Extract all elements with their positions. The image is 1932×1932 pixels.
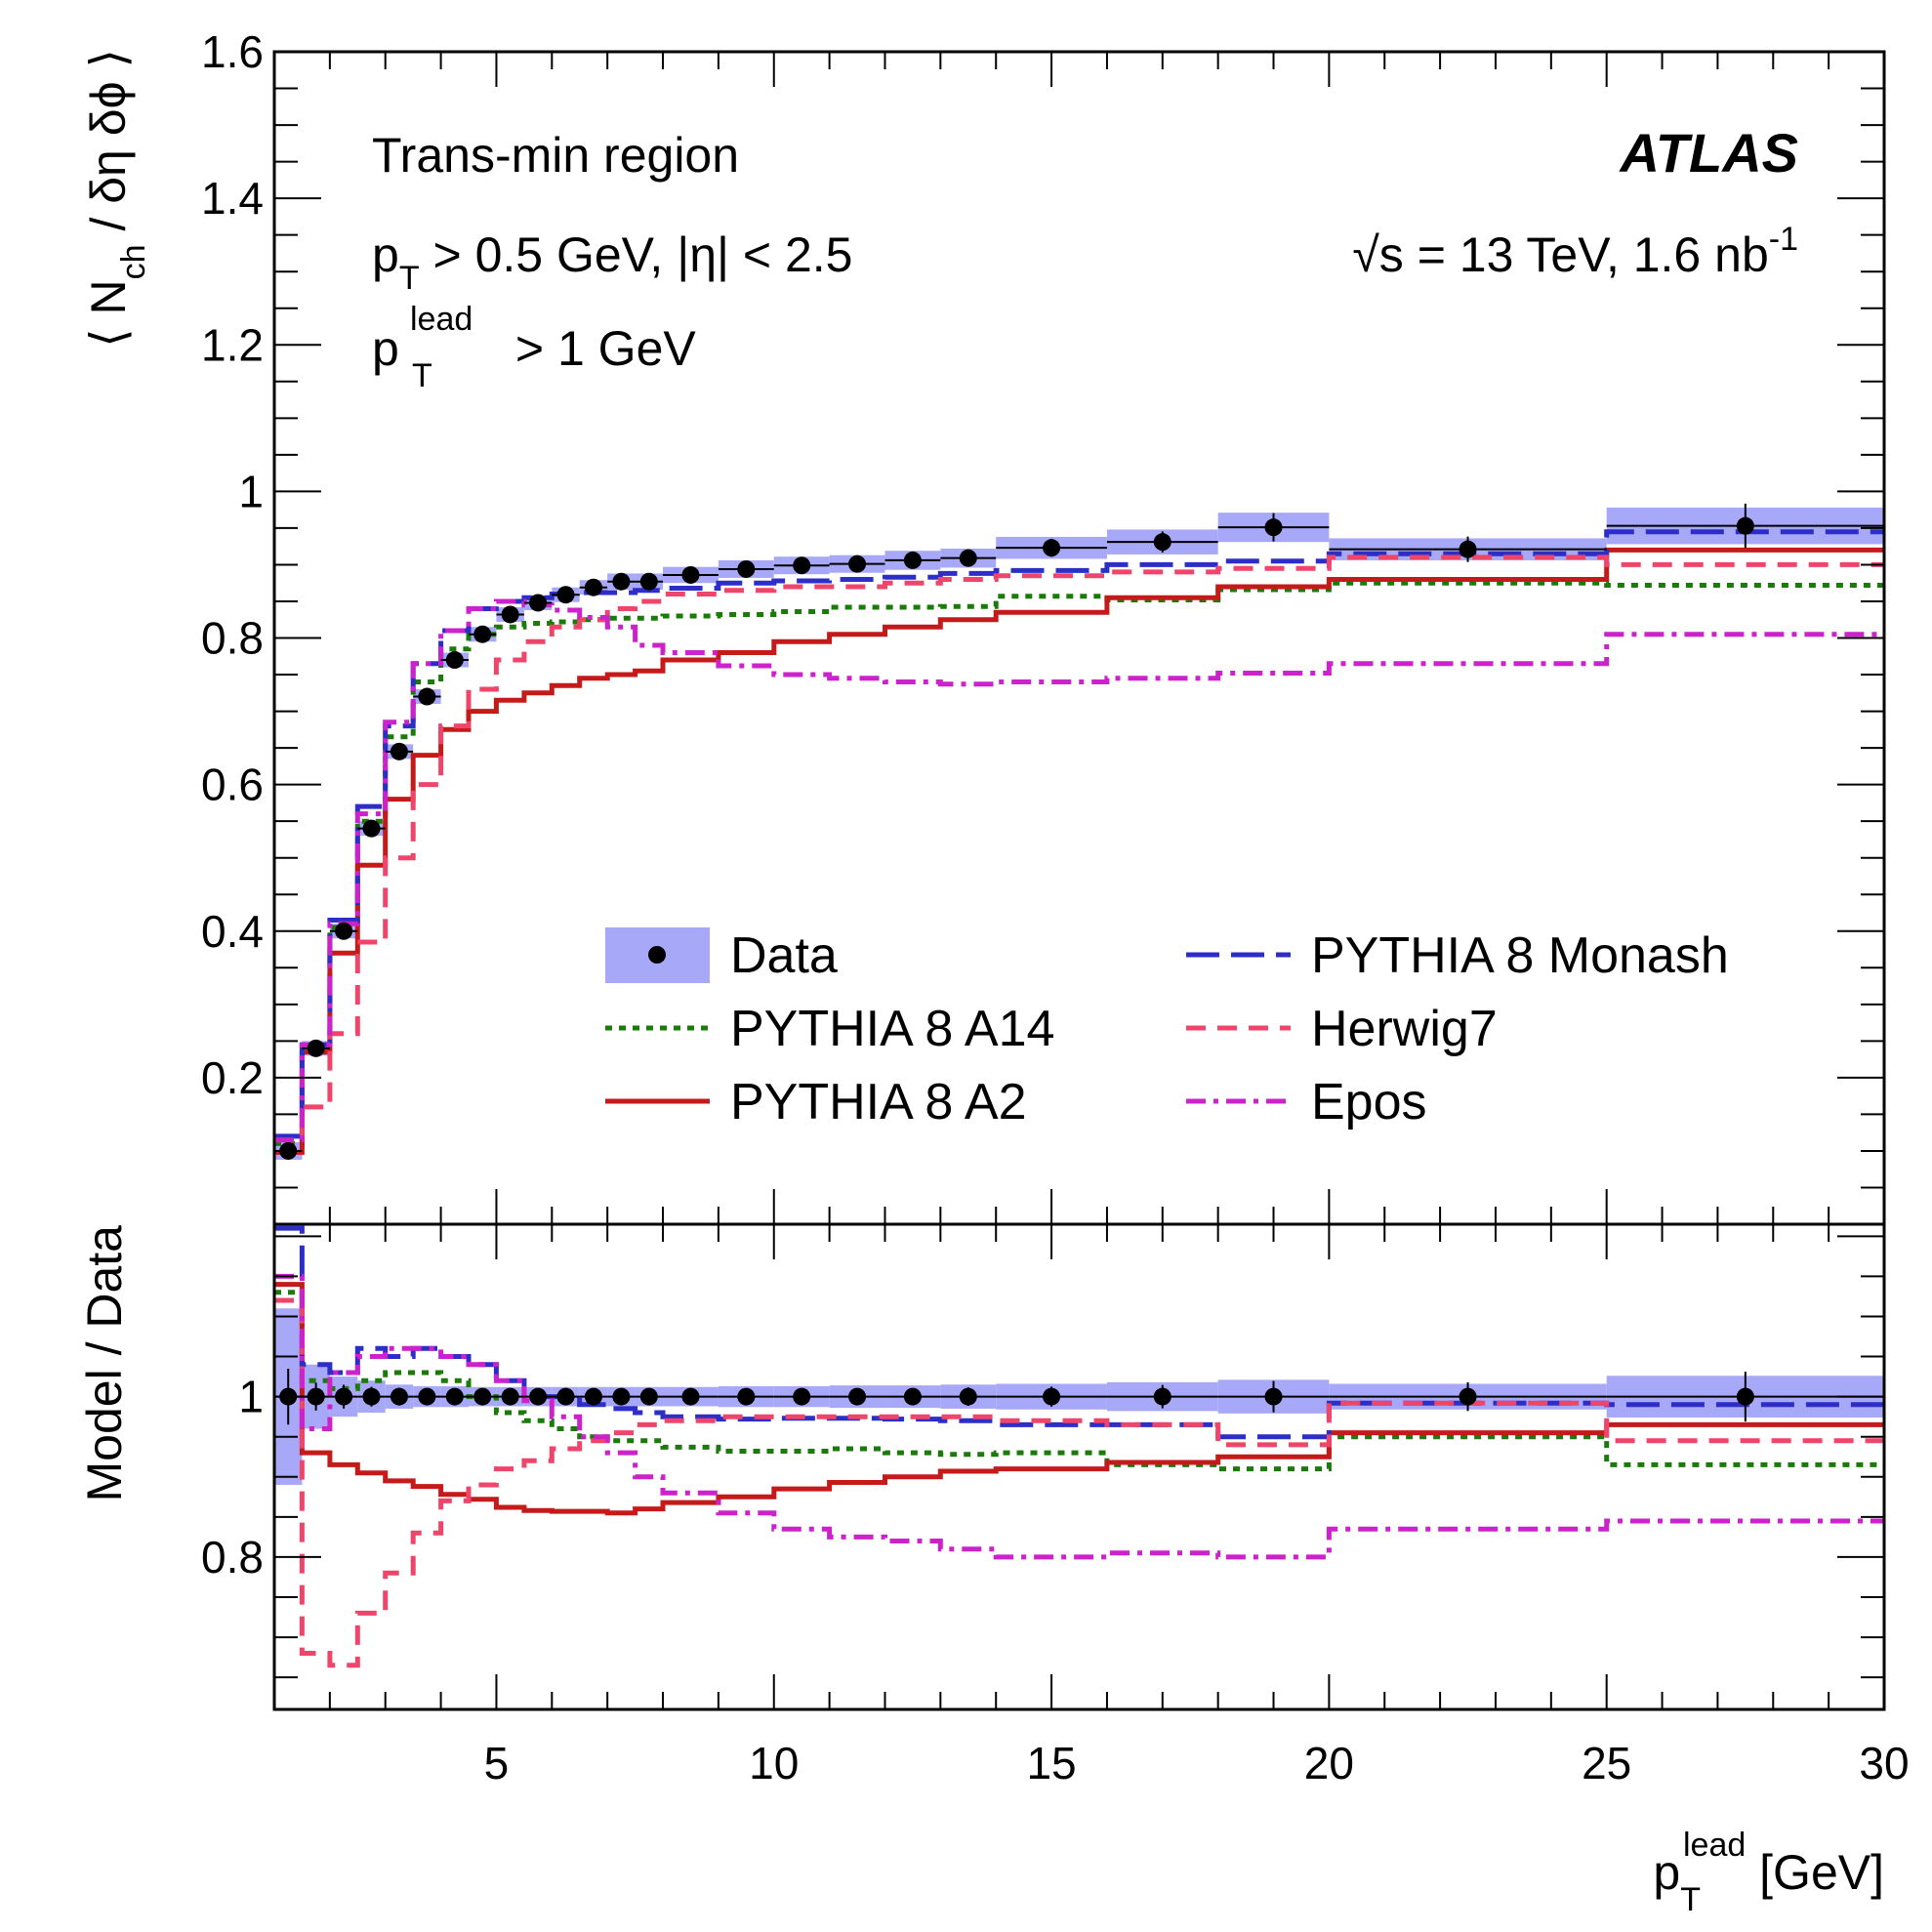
ratio-data-point — [1043, 1387, 1061, 1406]
y-tick-label: 0.8 — [201, 613, 264, 664]
legend-label-epos: Epos — [1311, 1074, 1427, 1130]
ratio-data-point — [335, 1387, 353, 1406]
energy-lumi-label: √s = 13 TeV, 1.6 nb-1 — [1352, 221, 1798, 282]
data-point — [1043, 539, 1061, 557]
ratio-data-point — [445, 1387, 464, 1406]
ratio-data-point — [1459, 1387, 1477, 1406]
x-tick-label: 10 — [749, 1738, 799, 1788]
y-tick-label: 1.4 — [201, 173, 264, 224]
ratio-data-points — [274, 1368, 1884, 1425]
lead-cut-label: p Tlead > 1 GeV — [372, 301, 696, 394]
data-point — [529, 594, 548, 612]
ratio-curve-pythia-8-a14 — [274, 1290, 1884, 1472]
data-point — [737, 559, 756, 578]
top-data-points — [274, 503, 1884, 1160]
data-point — [612, 572, 631, 591]
ratio-curve-pythia-8-a2 — [274, 1282, 1884, 1516]
axis-ticks — [273, 51, 1885, 1709]
data-point — [418, 687, 436, 706]
ratio-data-point — [612, 1387, 631, 1406]
ratio-y-tick-label: 0.8 — [201, 1532, 264, 1583]
legend: Data PYTHIA 8 A14 PYTHIA 8 A2 PYTHIA 8 M… — [605, 927, 1729, 1130]
ratio-data-point — [584, 1387, 602, 1406]
ratio-data-point — [1153, 1387, 1172, 1406]
legend-label-a14: PYTHIA 8 A14 — [730, 1001, 1054, 1057]
ratio-data-point — [793, 1387, 811, 1406]
axis-tick-labels: 5 10 15 20 25 30 0.2 0.4 0.6 0.8 1 1.2 1.4 1.6 0.8 1 — [201, 26, 1910, 1788]
data-point — [793, 556, 811, 575]
data-point — [362, 819, 381, 838]
legend-label-a2: PYTHIA 8 A2 — [730, 1074, 1027, 1130]
data-point — [556, 586, 575, 604]
ratio-curve-epos — [274, 1273, 1884, 1560]
y-tick-label: 1 — [238, 466, 264, 516]
ratio-y-tick-label: 1 — [238, 1372, 264, 1422]
ratio-data-point — [848, 1387, 867, 1406]
legend-label-data: Data — [730, 927, 838, 984]
curve-herwig7 — [274, 555, 1884, 1143]
x-tick-label: 25 — [1582, 1738, 1631, 1788]
atlas-label: ATLAS — [1619, 122, 1799, 184]
ratio-data-point — [681, 1387, 700, 1406]
data-point — [959, 549, 977, 567]
ratio-data-point — [737, 1387, 756, 1406]
curve-epos — [274, 598, 1884, 1143]
data-point — [584, 578, 602, 596]
legend-label-monash: PYTHIA 8 Monash — [1311, 927, 1729, 984]
x-tick-label: 5 — [484, 1738, 510, 1788]
curve-pythia-8-a2 — [274, 547, 1884, 1155]
top-model-curves — [274, 529, 1884, 1155]
y-tick-label: 1.2 — [201, 319, 264, 370]
ratio-data-point — [903, 1387, 922, 1406]
data-point — [1153, 533, 1172, 552]
data-point — [639, 572, 658, 591]
data-point — [903, 551, 922, 569]
ratio-data-point — [959, 1387, 977, 1406]
ratio-data-point — [556, 1387, 575, 1406]
y-tick-label: 0.6 — [201, 760, 264, 810]
ratio-model-curves — [274, 1225, 1884, 1668]
y-axis-title-bottom: Model / Data — [77, 1225, 132, 1502]
x-axis-title: pTlead [GeV] — [1653, 1827, 1884, 1918]
data-point — [1736, 516, 1754, 535]
ratio-data-point — [1264, 1387, 1283, 1406]
data-point — [501, 605, 519, 624]
ratio-data-point — [473, 1387, 492, 1406]
ratio-data-point — [418, 1387, 436, 1406]
data-point — [848, 555, 867, 573]
x-tick-label: 15 — [1026, 1738, 1076, 1788]
y-axis-title-top: ⟨ Nch / δη δϕ ⟩ — [81, 49, 152, 348]
ratio-data-point — [501, 1387, 519, 1406]
x-tick-label: 30 — [1859, 1738, 1909, 1788]
ratio-data-point — [1736, 1387, 1754, 1406]
ratio-curve-herwig7 — [274, 1297, 1884, 1668]
legend-data-marker — [648, 946, 666, 964]
data-point — [390, 742, 408, 760]
region-label: Trans-min region — [372, 128, 739, 183]
y-tick-label: 0.2 — [201, 1052, 264, 1103]
ratio-data-point — [362, 1387, 381, 1406]
ratio-panel-frame — [272, 1222, 1886, 1711]
legend-label-herwig: Herwig7 — [1311, 1001, 1498, 1057]
data-point — [335, 922, 353, 940]
x-tick-label: 20 — [1304, 1738, 1354, 1788]
ratio-data-point — [529, 1387, 548, 1406]
data-point — [1264, 518, 1283, 537]
data-point — [681, 565, 700, 584]
data-point — [473, 625, 492, 643]
y-tick-label: 0.4 — [201, 906, 264, 957]
track-cut-label: pT > 0.5 GeV, |η| < 2.5 — [372, 227, 853, 297]
data-point — [307, 1039, 325, 1057]
y-tick-label: 1.6 — [201, 26, 264, 77]
data-point — [445, 651, 464, 670]
ratio-data-point — [390, 1387, 408, 1406]
data-point — [1459, 540, 1477, 558]
ratio-data-point — [639, 1387, 658, 1406]
